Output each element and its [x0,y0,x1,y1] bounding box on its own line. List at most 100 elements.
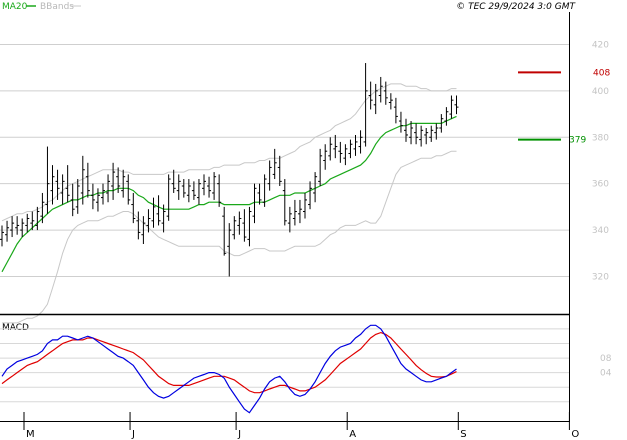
macd-tick-label: 08 [600,354,612,364]
ohlc-bar [449,95,454,119]
ohlc-bar [272,148,277,180]
price-gridlines [0,43,569,277]
ohlc-bar [35,206,40,231]
ohlc-bar [65,165,70,203]
ohlc-bar [40,192,45,224]
month-label: J [131,429,135,440]
ohlc-bar [237,211,242,235]
ohlc-bar [85,162,90,198]
ohlc-bar [404,118,408,142]
month-label: M [26,429,35,440]
ohlc-bar [141,216,146,244]
ohlc-bar [419,125,424,147]
ohlc-bar [343,144,348,166]
ohlc-bar [353,134,358,156]
price-bars [0,63,459,277]
legend-ma20: MA20 [2,2,28,12]
ohlc-bar [121,169,126,198]
ohlc-bar [95,188,100,212]
flag-label: 379 [569,136,586,146]
ohlc-bar [146,209,151,233]
ohlc-bar [20,218,25,238]
ohlc-bar [388,93,393,110]
ohlc-bar [111,162,116,200]
ohlc-bar [186,179,191,203]
ohlc-bar [358,130,363,154]
ohlc-bar [227,223,232,277]
ohlc-bar [439,114,444,133]
ohlc-bar [429,125,434,142]
ohlc-bar [176,174,181,200]
ohlc-bar [414,123,419,145]
ohlc-bar [297,199,302,224]
ohlc-bar [277,155,282,186]
ohlc-bar [434,123,439,140]
ohlc-bar [242,209,247,242]
ohlc-bar [378,76,383,103]
ohlc-bar [363,63,368,147]
month-label: S [460,429,466,440]
price-y-axis-ticks: 320 340 360 380 400 420 [592,40,609,282]
ohlc-bar [257,183,262,205]
price-tick-label: 380 [592,133,609,143]
macd-gridlines [0,328,569,403]
ohlc-bar [267,160,272,191]
price-tick-label: 320 [592,272,609,282]
ohlc-bar [207,176,212,198]
bollinger-upper-band [1,83,457,222]
ohlc-bar [131,192,136,224]
ohlc-bar [348,139,353,159]
ohlc-bar [90,183,95,210]
ohlc-bar [368,81,373,110]
ohlc-bar [161,204,166,233]
price-tick-label: 400 [592,87,609,97]
ohlc-bar [60,174,65,205]
ohlc-bar [333,134,338,159]
price-tick-label: 360 [592,180,609,190]
price-tick-label: 340 [592,226,609,236]
ohlc-bar [303,192,307,219]
ohlc-bar [75,179,80,214]
ohlc-bar [247,206,252,247]
ohlc-bar [15,216,20,235]
ohlc-bar [156,195,161,226]
ohlc-bar [126,174,131,205]
ohlc-bar [55,169,60,200]
ohlc-bar [25,213,30,233]
ohlc-bar [10,216,15,238]
ohlc-bar [383,81,388,105]
ohlc-bar [101,183,105,205]
ohlc-bar [393,97,398,124]
ohlc-bar [166,174,171,221]
ohlc-bar [424,128,429,145]
ohlc-bar [30,211,35,231]
ohlc-bar [80,155,85,205]
ohlc-bar [70,183,75,217]
ohlc-bar [338,141,343,163]
month-label: J [237,429,241,440]
ohlc-bar [287,206,292,233]
ohlc-bar [196,179,201,205]
ohlc-bar [282,179,287,226]
ohlc-bar [116,167,121,193]
ohlc-bar [328,137,333,161]
ohlc-bar [318,148,323,186]
ohlc-bar [409,121,414,145]
ohlc-bar [0,225,4,247]
ohlc-bar [292,199,297,226]
price-flags: 408 379 [518,68,610,146]
ohlc-bar [136,211,141,240]
ohlc-bar [232,216,237,240]
copyright: © TEC 29/9/2024 3:0 GMT [456,2,576,12]
ohlc-bar [202,174,206,196]
macd-y-axis-ticks: 04 08 [600,354,612,379]
ohlc-bar [50,165,55,205]
macd-tick-label: 04 [600,369,612,379]
ohlc-bar [151,197,156,228]
month-label: O [571,429,579,440]
ohlc-bar [45,146,50,214]
macd-panel-label: MACD [2,323,29,333]
ohlc-bar [262,174,267,207]
